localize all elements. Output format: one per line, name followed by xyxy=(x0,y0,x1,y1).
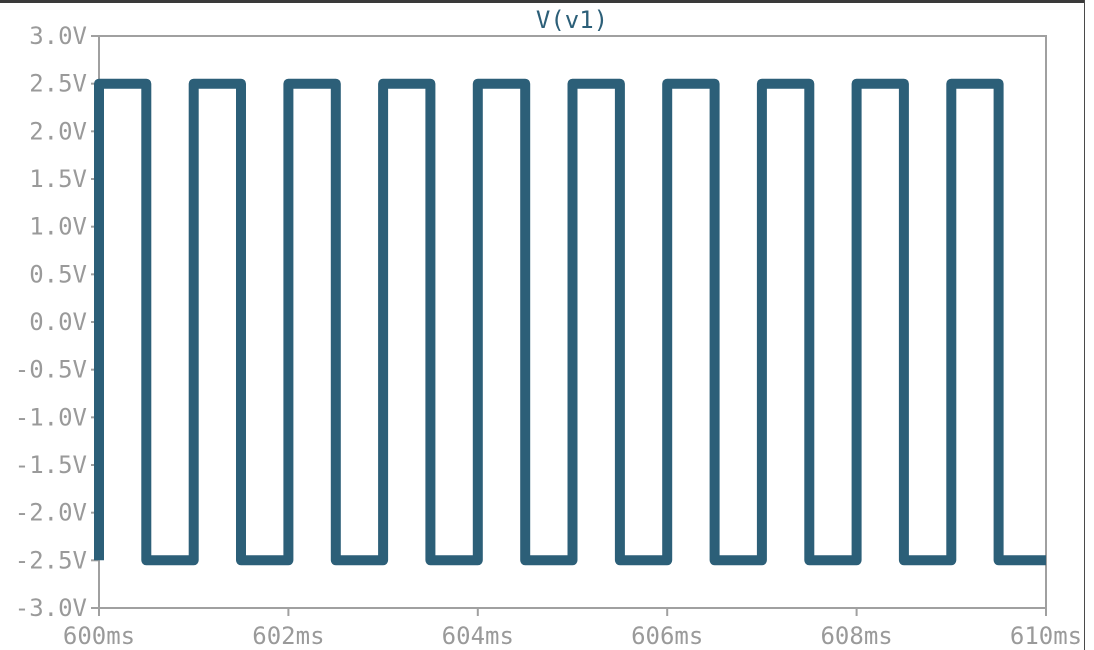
y-tick-label: -2.5V xyxy=(15,546,87,574)
y-tick-label: -0.5V xyxy=(15,356,87,384)
y-tick-label: 0.0V xyxy=(29,308,87,336)
traces xyxy=(94,78,1046,566)
trace-line xyxy=(94,78,1046,566)
window-top-border xyxy=(0,0,1094,3)
y-tick-label: -1.5V xyxy=(15,451,87,479)
y-tick-label: -2.0V xyxy=(15,499,87,527)
x-tick-label: 610ms xyxy=(1010,622,1082,650)
x-tick-label: 602ms xyxy=(252,622,324,650)
x-tick-label: 606ms xyxy=(631,622,703,650)
x-tick-label: 608ms xyxy=(820,622,892,650)
y-tick-label: 1.5V xyxy=(29,165,87,193)
trace-title[interactable]: V(v1) xyxy=(536,6,608,34)
y-tick-label: 3.0V xyxy=(29,22,87,50)
y-tick-label: 0.5V xyxy=(29,260,87,288)
y-tick-label: -3.0V xyxy=(15,594,87,622)
y-tick-label: -1.0V xyxy=(15,403,87,431)
y-tick-label: 2.0V xyxy=(29,117,87,145)
y-axis-ticks: 3.0V 2.5V 2.0V 1.5V 1.0V 0.5V 0.0V -0.5V -1.0V -1… xyxy=(15,22,99,622)
y-tick-label: 2.5V xyxy=(29,70,87,98)
y-tick-label: 1.0V xyxy=(29,213,87,241)
x-tick-label: 604ms xyxy=(442,622,514,650)
x-axis-ticks: 600ms 602ms 604ms 606ms 608ms 610ms xyxy=(63,608,1082,650)
window-right-border xyxy=(1084,0,1094,650)
x-tick-label: 600ms xyxy=(63,622,135,650)
